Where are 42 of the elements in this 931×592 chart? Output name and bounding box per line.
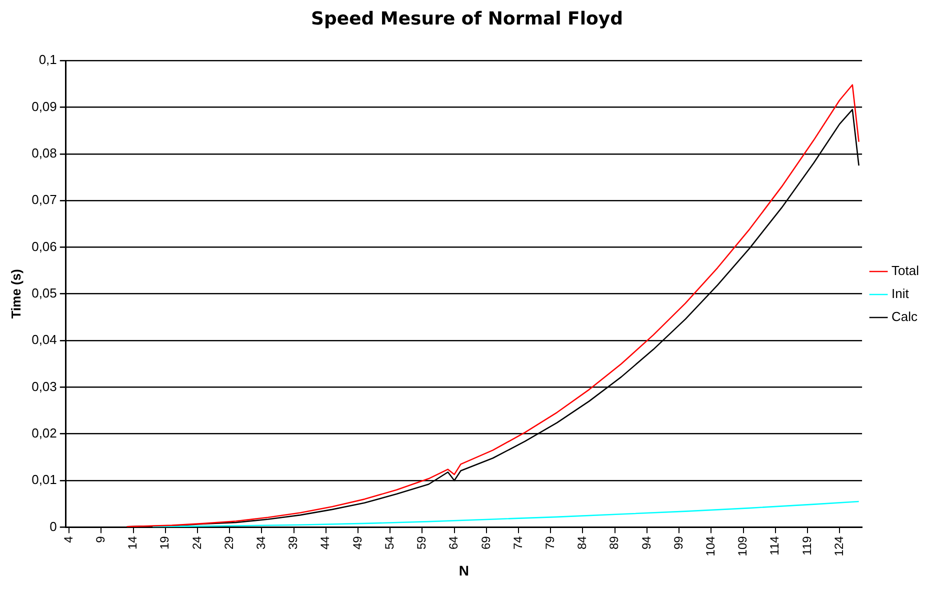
y-tick-label: 0,03 bbox=[32, 378, 57, 394]
x-tick-label: 99 bbox=[671, 536, 686, 550]
x-tick-label: 74 bbox=[510, 536, 525, 550]
x-tick-label: 59 bbox=[414, 536, 429, 550]
x-tick-label: 24 bbox=[190, 536, 204, 550]
x-tick-label: 89 bbox=[607, 536, 622, 550]
chart-title: Speed Mesure of Normal Floyd bbox=[311, 8, 623, 30]
x-tick-label: 54 bbox=[382, 536, 396, 550]
y-tick-label: 0,07 bbox=[32, 192, 57, 208]
x-tick-label: 34 bbox=[254, 536, 268, 550]
x-tick-label: 104 bbox=[703, 536, 718, 556]
x-tick-label: 114 bbox=[768, 536, 782, 556]
x-tick-label: 19 bbox=[158, 536, 172, 550]
x-tick-label: 84 bbox=[575, 536, 590, 550]
y-tick-label: 0,06 bbox=[32, 238, 57, 254]
y-tick-label: 0,05 bbox=[32, 285, 57, 300]
x-tick-label: 49 bbox=[350, 536, 364, 550]
y-tick-label: 0,01 bbox=[32, 472, 57, 488]
x-tick-label: 119 bbox=[800, 536, 814, 556]
legend-label: Calc bbox=[892, 309, 918, 324]
y-tick-label: 0,02 bbox=[32, 425, 57, 440]
y-tick-label: 0 bbox=[50, 518, 57, 534]
x-axis-title: N bbox=[458, 562, 470, 578]
x-tick-label: 124 bbox=[832, 536, 846, 556]
x-tick-label: 69 bbox=[478, 536, 493, 550]
x-tick-label: 39 bbox=[286, 536, 300, 550]
x-tick-label: 4 bbox=[61, 536, 76, 543]
x-tick-label: 14 bbox=[126, 536, 140, 550]
y-axis-title: Time (s) bbox=[8, 269, 24, 319]
y-tick-label: 0,04 bbox=[32, 332, 57, 348]
x-tick-label: 79 bbox=[542, 536, 557, 550]
y-tick-label: 0,08 bbox=[32, 145, 57, 160]
x-tick-label: 109 bbox=[736, 536, 750, 556]
x-tick-label: 64 bbox=[446, 536, 461, 550]
x-tick-label: 94 bbox=[639, 536, 654, 550]
y-tick-label: 0,1 bbox=[38, 52, 57, 68]
y-tick-label: 0,09 bbox=[32, 98, 57, 114]
legend-label: Total bbox=[892, 263, 920, 278]
legend-label: Init bbox=[892, 286, 910, 302]
x-tick-label: 44 bbox=[318, 536, 332, 550]
x-tick-label: 29 bbox=[222, 536, 236, 550]
x-tick-label: 9 bbox=[94, 536, 108, 543]
